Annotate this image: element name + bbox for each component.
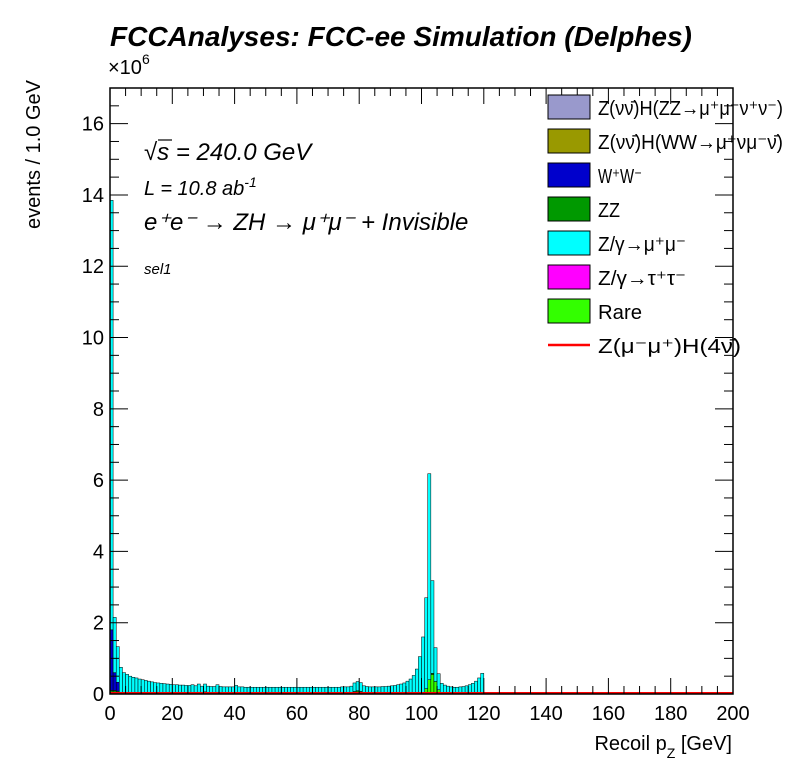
x-tick-label: 180	[654, 703, 687, 725]
legend-label: Z(νν̄)H(WW→μ⁺νμ⁻ν̄)	[598, 132, 783, 154]
x-tick-label: 140	[529, 703, 562, 725]
y-tick-label: 14	[82, 185, 104, 207]
x-tick-label: 100	[405, 703, 438, 725]
x-tick-label: 160	[592, 703, 625, 725]
legend-item: W⁺W⁻	[547, 162, 642, 188]
x-tick-label: 20	[161, 703, 183, 725]
legend-item: Z(μ⁻μ⁺)H(4ν̄)	[548, 336, 741, 358]
y-tick-label: 0	[93, 684, 104, 706]
legend-item: ZZ	[547, 196, 620, 222]
bar-zz	[112, 690, 117, 693]
bar-z-	[415, 668, 419, 695]
legend-swatch	[547, 298, 591, 324]
chart-title: FCCAnalyses: FCC-ee Simulation (Delphes)	[110, 21, 692, 52]
x-axis-label: Recoil pZ [GeV]	[594, 733, 732, 761]
legend-item: Z/γ→μ⁺μ⁻	[547, 230, 686, 256]
bar-z-	[196, 683, 201, 693]
legend-label: Z/γ→τ⁺τ⁻	[598, 268, 686, 290]
bar-z-	[115, 646, 120, 683]
y-axis-label: events / 1.0 GeV	[23, 79, 45, 229]
annotation-lumi: L = 10.8 ab-1	[144, 174, 257, 200]
bar-z-	[477, 677, 481, 695]
legend-label: Z(νν̄)H(ZZ→μ⁺μ⁻ν⁺ν⁻)	[598, 98, 783, 120]
x-tick-label: 60	[286, 703, 308, 725]
legend-label: ZZ	[598, 200, 620, 222]
bar-w-w-	[115, 681, 120, 692]
bar-z-	[433, 647, 438, 682]
bar-z-	[119, 667, 123, 695]
annotation-selection: sel1	[144, 261, 172, 278]
legend-swatch	[547, 94, 591, 120]
legend-swatch	[547, 162, 591, 188]
legend: Z(νν̄)H(ZZ→μ⁺μ⁻ν⁺ν⁻) Z(νν̄)H(WW→μ⁺νμ⁻ν̄) W…	[547, 94, 783, 358]
bar-z-	[408, 678, 413, 695]
axis-ticks	[109, 87, 734, 695]
bar-z-	[112, 617, 117, 673]
bar-z-	[424, 597, 428, 689]
x-tick-label: 200	[716, 703, 749, 725]
x-tick-label: 0	[104, 703, 115, 725]
bar-rare	[427, 679, 432, 695]
legend-item: Z/γ→τ⁺τ⁻	[547, 264, 686, 290]
tick-labels: 0 20 40 60 80 100 120 140 160 180 200 0 2 4 6 8 10 12 14 16	[82, 114, 750, 725]
annotation-process: e⁺e⁻ → ZH → μ⁺μ⁻ + Invisible	[144, 209, 468, 236]
legend-label: Z/γ→μ⁺μ⁻	[598, 234, 686, 256]
y-tick-label: 2	[93, 613, 104, 635]
y-tick-label: 12	[82, 256, 104, 278]
bar-z-	[144, 680, 148, 695]
bar-z-	[128, 675, 133, 695]
legend-item: Rare	[547, 298, 642, 324]
y-tick-label: 8	[93, 399, 104, 421]
legend-label: W⁺W⁻	[598, 166, 642, 188]
legend-item: Z(νν̄)H(ZZ→μ⁺μ⁻ν⁺ν⁻)	[547, 94, 783, 120]
bar-z-	[190, 684, 195, 694]
legend-label: Z(μ⁻μ⁺)H(4ν̄)	[598, 336, 741, 358]
y-tick-label: 16	[82, 114, 104, 136]
bar-z-	[131, 677, 136, 695]
bar-z-	[352, 682, 357, 692]
legend-label: Rare	[598, 302, 642, 324]
x-tick-label: 80	[348, 703, 370, 725]
x-tick-label: 40	[223, 703, 245, 725]
y-tick-label: 4	[93, 541, 104, 563]
bar-w-w-	[112, 672, 117, 691]
y-multiplier: ×106	[108, 51, 150, 79]
legend-swatch	[547, 230, 591, 256]
legend-swatch	[547, 264, 591, 290]
x-tick-label: 120	[467, 703, 500, 725]
bar-z-	[436, 673, 441, 690]
bar-z-	[134, 677, 139, 695]
bar-z-	[430, 580, 435, 674]
legend-item: Z(νν̄)H(WW→μ⁺νμ⁻ν̄)	[547, 128, 783, 154]
annotations: √s = 240.0 GeV L = 10.8 ab-1 e⁺e⁻ → ZH →…	[144, 139, 468, 278]
y-tick-label: 6	[93, 470, 104, 492]
annotation-sqrts: √s = 240.0 GeV	[144, 139, 313, 166]
bar-z-	[411, 675, 416, 695]
legend-swatch	[547, 128, 591, 154]
bar-z-	[427, 473, 432, 680]
y-tick-label: 10	[82, 328, 104, 350]
legend-swatch	[547, 196, 591, 222]
plot-frame	[109, 87, 734, 695]
bar-rare	[430, 674, 435, 695]
